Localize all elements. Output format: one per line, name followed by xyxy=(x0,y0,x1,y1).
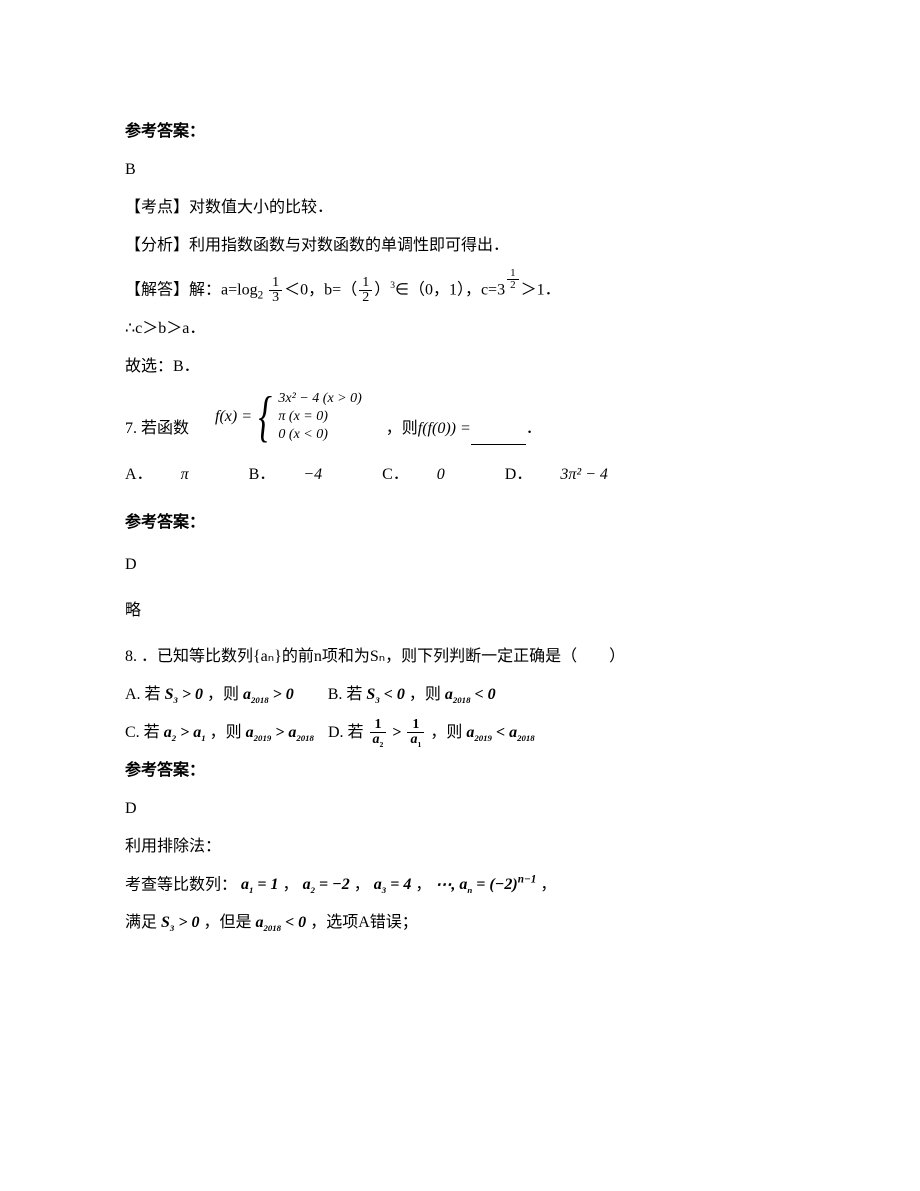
piecewise: f(x) = { 3x² − 4 (x > 0) π (x = 0) 0 (x … xyxy=(215,389,362,445)
case-3: 0 (x < 0) xyxy=(278,426,361,444)
conclusion: ∴c＞b＞a． xyxy=(125,313,795,345)
opt-c-val: 0 xyxy=(437,459,445,491)
fenxi: 【分析】利用指数函数与对数函数的单调性即可得出． xyxy=(125,230,795,262)
option-d: D． 3π² − 4 xyxy=(505,459,636,491)
guxuan: 故选：B． xyxy=(125,351,795,383)
q8-b-cond: S3 < 0 xyxy=(366,686,404,703)
q7-period: ． xyxy=(526,413,542,445)
q8-d-res: a2019 < a2018 xyxy=(466,724,534,741)
left-brace: { xyxy=(258,389,271,445)
lt0: ＜0，b=（ xyxy=(284,281,357,298)
a1: a1 = 1 xyxy=(241,876,279,893)
ref-answer-heading: 参考答案： xyxy=(125,116,795,148)
sat-pre: 满足 xyxy=(125,914,157,931)
option-a: A． π xyxy=(125,459,217,491)
q7-options: A． π B． −4 C． 0 D． 3π² − 4 xyxy=(125,459,795,491)
ans7: D xyxy=(125,549,795,581)
q8-c-res: a2019 > a2018 xyxy=(246,724,314,741)
in-interval: ∈（0，1），c=3 xyxy=(395,281,505,298)
gt1: ＞1． xyxy=(521,281,561,298)
ans8-method: 利用排除法： xyxy=(125,831,795,863)
rparen: ） xyxy=(374,281,390,298)
sat-mid: ，但是 xyxy=(203,914,251,931)
q7-prefix: 7. 若函数 xyxy=(125,413,189,445)
frac-1-a1: 1a1 xyxy=(407,718,424,749)
sat-a2018: a2018 < 0 xyxy=(255,914,306,931)
dots: ⋯, xyxy=(435,876,455,893)
ans7-note: 略 xyxy=(125,595,795,627)
q8-a-cond: S3 > 0 xyxy=(165,686,203,703)
opt-b-val: −4 xyxy=(303,459,322,491)
frac-1-2-sup: 12 xyxy=(507,268,519,291)
blank-line xyxy=(471,429,526,445)
frac-1-2: 12 xyxy=(359,276,372,305)
comma4: ， xyxy=(540,876,556,893)
q8-text: 8. ．已知等比数列{aₙ}的前n项和为Sₙ，则下列判断一定正确是（ ） xyxy=(125,648,625,665)
q8: 8. ．已知等比数列{aₙ}的前n项和为Sₙ，则下列判断一定正确是（ ） xyxy=(125,641,795,673)
an-exp: n−1 xyxy=(518,874,537,886)
q7: 7. 若函数 f(x) = { 3x² − 4 (x > 0) π (x = 0… xyxy=(125,389,795,445)
q8-ab: A. 若 S3 > 0 ，则 a2018 > 0 B. 若 S3 < 0 ，则 … xyxy=(125,679,795,711)
sub-2: 2 xyxy=(258,290,264,302)
case-2: π (x = 0) xyxy=(278,408,361,426)
frac-1-a2: 1a2 xyxy=(370,718,387,749)
q8-a-pre: A. 若 xyxy=(125,686,161,703)
q8-b-res: a2018 < 0 xyxy=(445,686,496,703)
case-1: 3x² − 4 (x > 0) xyxy=(278,390,361,408)
option-b: B． −4 xyxy=(249,459,350,491)
q8-d-pre: D. 若 xyxy=(328,724,364,741)
comma2: ， xyxy=(354,876,370,893)
opt-c-label: C． xyxy=(382,459,409,491)
jieda-prefix: 【解答】解：a=log xyxy=(125,281,258,298)
opt-a-val: π xyxy=(181,459,189,491)
q7-ff0: f(f(0)) = xyxy=(418,413,471,445)
a2: a2 = −2 xyxy=(303,876,350,893)
q8-d-mid: ，则 xyxy=(430,724,462,741)
q8-b-mid: ，则 xyxy=(409,686,441,703)
answer-prev: B xyxy=(125,154,795,186)
q8-b-pre: B. 若 xyxy=(328,686,363,703)
jieda: 【解答】解：a=log2 13＜0，b=（12）3∈（0，1），c=312＞1． xyxy=(125,268,795,307)
ans8-sat: 满足 S3 > 0 ，但是 a2018 < 0 ，选项A错误； xyxy=(125,907,795,939)
q8-c-pre: C. 若 xyxy=(125,724,160,741)
q8-cd: C. 若 a2 > a1 ，则 a2019 > a2018 D. 若 1a2 >… xyxy=(125,717,795,749)
opt-a-label: A． xyxy=(125,459,153,491)
opt-d-label: D． xyxy=(505,459,533,491)
comma1: ， xyxy=(283,876,299,893)
sat-err: ，选项A错误； xyxy=(310,914,418,931)
ans8-seq-pre: 考查等比数列： xyxy=(125,876,237,893)
q8-c-cond: a2 > a1 xyxy=(164,724,206,741)
ans7-heading: 参考答案： xyxy=(125,507,795,539)
option-c: C． 0 xyxy=(382,459,473,491)
cases: 3x² − 4 (x > 0) π (x = 0) 0 (x < 0) xyxy=(278,390,361,445)
ans8-seq: 考查等比数列： a1 = 1 ， a2 = −2 ， a3 = 4 ， ⋯, a… xyxy=(125,869,795,901)
comma3: ， xyxy=(415,876,431,893)
kaodian: 【考点】对数值大小的比较． xyxy=(125,192,795,224)
sat-s3: S3 > 0 xyxy=(161,914,199,931)
a3: a3 = 4 xyxy=(374,876,412,893)
opt-d-val: 3π² − 4 xyxy=(560,459,608,491)
q8-a-mid: ，则 xyxy=(207,686,239,703)
frac-1-3: 13 xyxy=(269,276,282,305)
q7-fx: f(x) = xyxy=(215,401,252,433)
q7-then: ，则 xyxy=(386,413,418,445)
document-page: 参考答案： B 【考点】对数值大小的比较． 【分析】利用指数函数与对数函数的单调… xyxy=(0,0,920,995)
an: an = (−2)n−1 xyxy=(459,876,536,893)
opt-b-label: B． xyxy=(249,459,276,491)
q8-c-mid: ，则 xyxy=(210,724,242,741)
q8-a-res: a2018 > 0 xyxy=(243,686,294,703)
ans8: D xyxy=(125,793,795,825)
ans8-heading: 参考答案： xyxy=(125,755,795,787)
